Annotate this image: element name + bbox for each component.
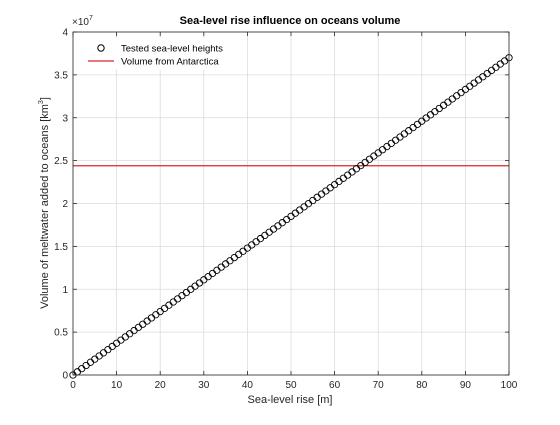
- tick-labels: 0 10 20 30 40 50 60 70 80 90 100 0 0.5 1 1.5 2 2.5 3 3.5 4: [54, 28, 518, 392]
- x-tick-label: 90: [460, 380, 472, 391]
- y-tick-label: 2.5: [54, 156, 68, 167]
- x-tick-label: 30: [198, 380, 210, 391]
- y-tick-label: 0.5: [54, 328, 68, 339]
- legend: Tested sea-level heights Volume from Ant…: [80, 38, 230, 70]
- x-axis-label: Sea-level rise [m]: [248, 394, 333, 406]
- legend-label-antarctica: Volume from Antarctica: [121, 57, 219, 68]
- chart-title: Sea-level rise influence on oceans volum…: [180, 15, 401, 27]
- legend-box: [80, 38, 230, 70]
- x-tick-label: 60: [329, 380, 341, 391]
- y-tick-label: 1.5: [54, 242, 68, 253]
- x-tick-label: 0: [70, 380, 76, 391]
- y-tick-label: 3: [62, 113, 68, 124]
- x-tick-label: 10: [111, 380, 123, 391]
- x-tick-label: 70: [373, 380, 385, 391]
- y-axis-exponent: ×107: [72, 15, 93, 28]
- data-layer: [69, 54, 513, 379]
- y-axis-label-superscript: 3: [38, 100, 45, 104]
- x-tick-label: 50: [285, 380, 297, 391]
- y-tick-label: 3.5: [54, 70, 68, 81]
- y-tick-label: 4: [62, 28, 68, 39]
- axes: [72, 31, 510, 376]
- y-tick-label: 1: [62, 285, 68, 296]
- y-tick-label: 2: [62, 199, 68, 210]
- x-tick-label: 100: [501, 380, 518, 391]
- legend-marker-tested-heights: [97, 44, 105, 52]
- legend-label-tested-heights: Tested sea-level heights: [121, 44, 223, 55]
- y-axis-label: Volume of meltwater added to oceans [km3…: [38, 97, 51, 309]
- x-tick-label: 40: [242, 380, 254, 391]
- x-tick-label: 80: [416, 380, 428, 391]
- y-axis-exponent-power: 7: [89, 15, 93, 22]
- x-tick-label: 20: [155, 380, 167, 391]
- y-tick-label: 0: [62, 371, 68, 382]
